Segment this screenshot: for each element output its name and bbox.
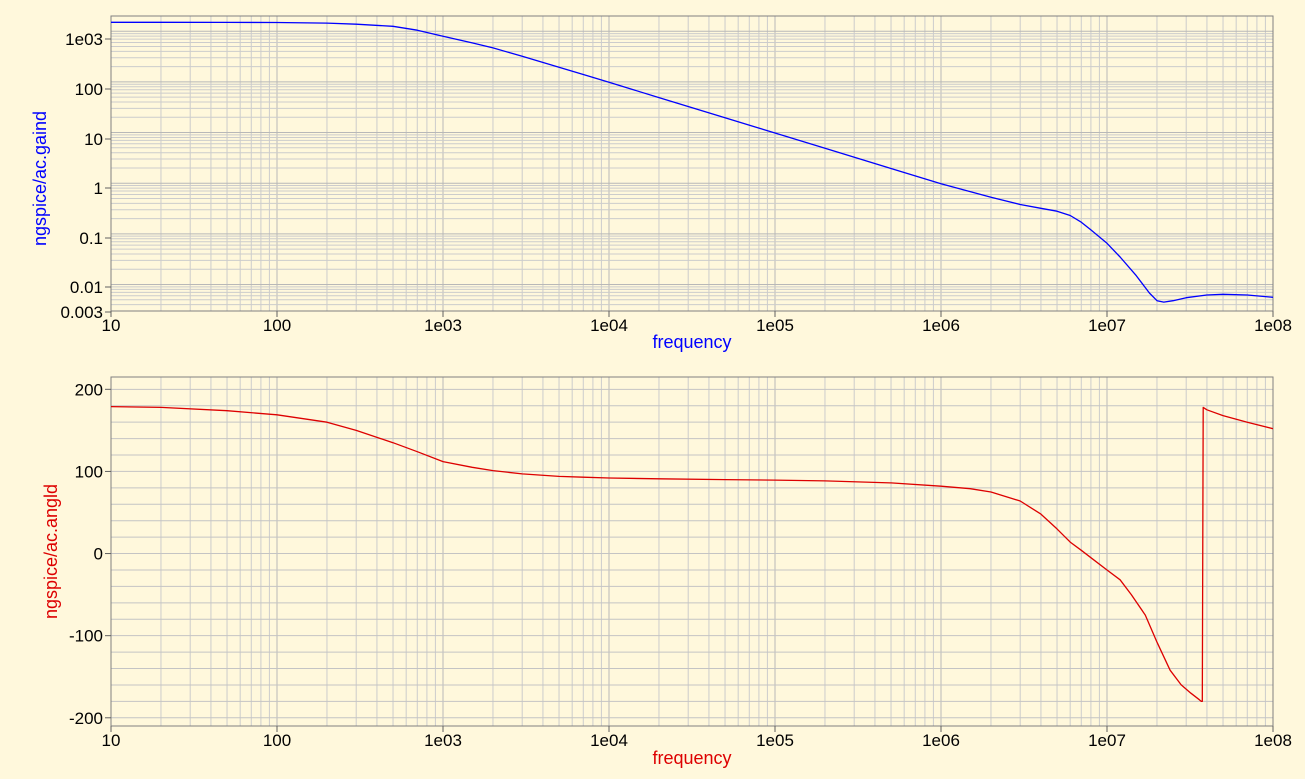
x-tick-label: 10 [102, 316, 121, 335]
y-tick-label: 100 [75, 462, 103, 481]
plot-frame [110, 15, 1274, 312]
y-axis-label: ngspice/ac.angld [41, 484, 61, 619]
y-tick-label: 200 [75, 380, 103, 399]
y-tick-label: 10 [84, 130, 103, 149]
y-tick-label: -200 [69, 709, 103, 728]
chart-panel-1: 10 100 1e03 1e04 1e05 1e06 1e07 1e08 1e03 100 10 1 0… [30, 15, 1292, 352]
y-tick-label: 1e03 [65, 30, 103, 49]
x-tick-label: 1e05 [756, 731, 794, 750]
y-tick-label: 0.1 [79, 229, 103, 248]
x-tick-label: 1e03 [424, 731, 462, 750]
y-tick-label: 0.01 [70, 278, 103, 297]
x-tick-label: 1e05 [756, 316, 794, 335]
chart-panel-2: 10 100 1e03 1e04 1e05 1e06 1e07 1e08 200 100 0 -100… [41, 376, 1292, 768]
x-tick-label: 100 [263, 731, 291, 750]
series-line-1 [111, 21, 1273, 303]
x-tick-label: 1e06 [922, 316, 960, 335]
x-tick-label: 1e07 [1088, 731, 1126, 750]
plot-frame [110, 376, 1274, 727]
x-tick-label: 10 [102, 731, 121, 750]
y-tick-label: 100 [75, 80, 103, 99]
x-tick-label: 1e03 [424, 316, 462, 335]
x-tick-label: 1e04 [590, 731, 628, 750]
y-tick-label: -100 [69, 627, 103, 646]
y-tick-label: 0.003 [60, 303, 103, 322]
x-tick-label: 1e08 [1254, 316, 1292, 335]
y-axis-label: ngspice/ac.gaind [30, 111, 50, 246]
y-tick-label: 0 [94, 545, 103, 564]
x-tick-label: 1e07 [1088, 316, 1126, 335]
x-axis-label: frequency [652, 332, 731, 352]
x-tick-label: 1e08 [1254, 731, 1292, 750]
series-line-2 [111, 405, 1273, 703]
x-axis-label: frequency [652, 748, 731, 768]
x-tick-label: 100 [263, 316, 291, 335]
x-tick-label: 1e04 [590, 316, 628, 335]
y-tick-label: 1 [94, 179, 103, 198]
x-tick-label: 1e06 [922, 731, 960, 750]
